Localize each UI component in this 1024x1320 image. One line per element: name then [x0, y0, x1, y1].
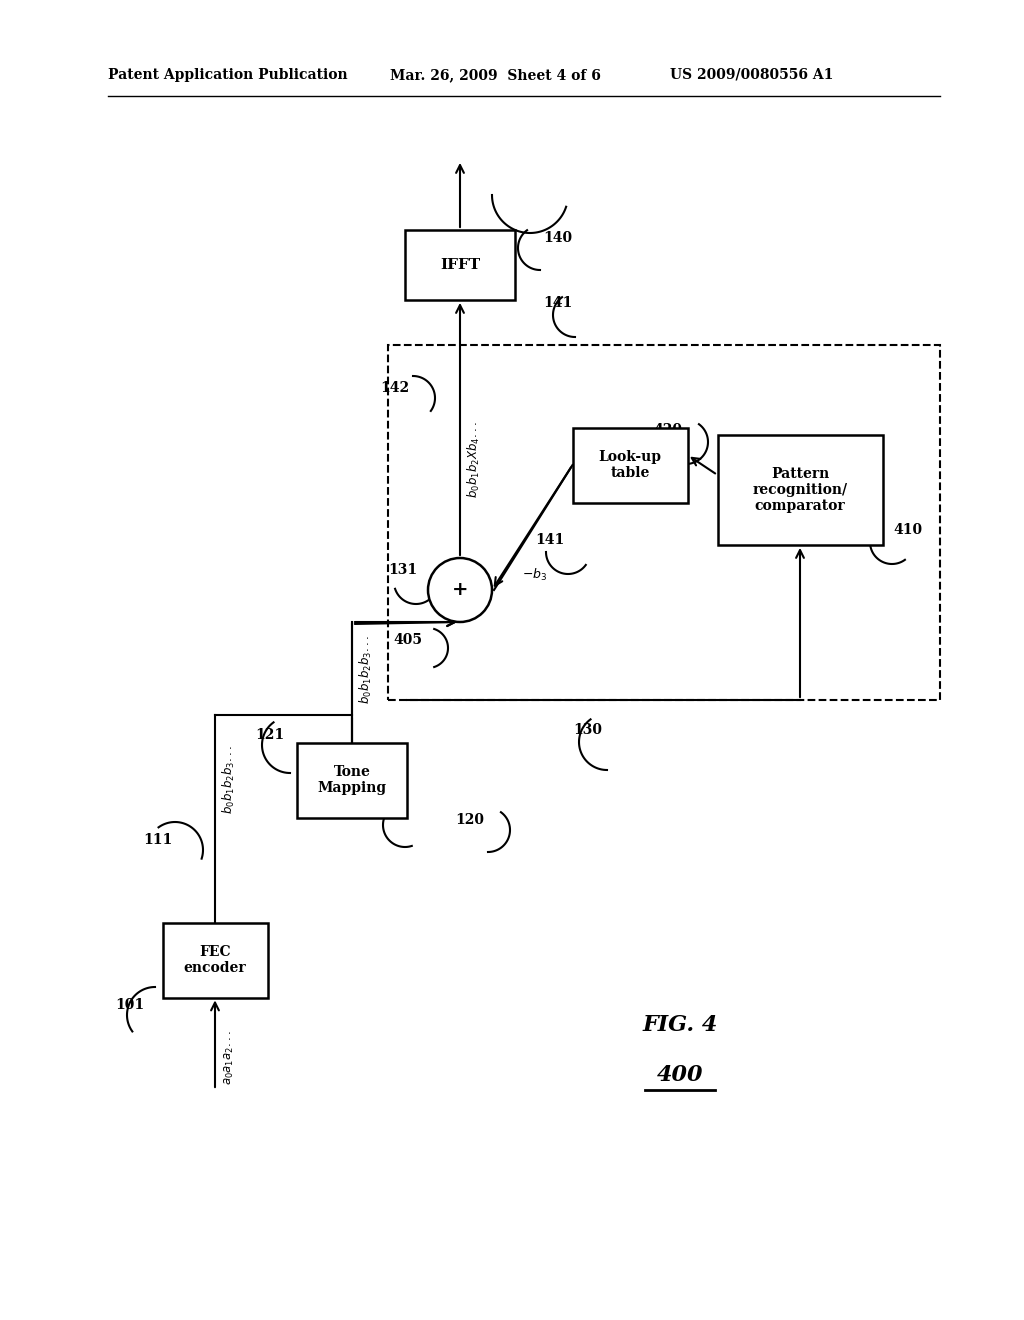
Text: 141: 141: [536, 533, 564, 546]
Text: Patent Application Publication: Patent Application Publication: [108, 69, 347, 82]
Text: Tone
Mapping: Tone Mapping: [317, 764, 387, 795]
Text: FIG. 4: FIG. 4: [642, 1014, 718, 1036]
Text: $b_0b_1b_2b_3...$: $b_0b_1b_2b_3...$: [221, 746, 237, 814]
Text: 420: 420: [653, 422, 683, 437]
Text: 140: 140: [544, 231, 572, 246]
Text: 131: 131: [388, 564, 418, 577]
Bar: [388, 345, 940, 700]
Text: Look-up
table: Look-up table: [598, 450, 662, 480]
Text: 405: 405: [393, 634, 423, 647]
Text: 410: 410: [893, 523, 923, 537]
Text: IFFT: IFFT: [440, 257, 480, 272]
Text: 400: 400: [656, 1064, 703, 1086]
Text: FEC
encoder: FEC encoder: [183, 945, 247, 975]
Text: Pattern
recognition/
comparator: Pattern recognition/ comparator: [753, 467, 848, 513]
Text: $b_0b_1b_2b_3...$: $b_0b_1b_2b_3...$: [358, 636, 374, 705]
Text: 111: 111: [143, 833, 173, 847]
Bar: [163, 923, 267, 998]
Text: 120: 120: [456, 813, 484, 828]
Text: Mar. 26, 2009  Sheet 4 of 6: Mar. 26, 2009 Sheet 4 of 6: [390, 69, 601, 82]
Text: US 2009/0080556 A1: US 2009/0080556 A1: [670, 69, 834, 82]
Text: +: +: [452, 581, 468, 599]
Text: 121: 121: [255, 729, 285, 742]
Text: $a_0a_1a_2...$: $a_0a_1a_2...$: [222, 1031, 236, 1085]
Circle shape: [428, 558, 492, 622]
Text: $b_0b_1b_2Xb_4...$: $b_0b_1b_2Xb_4...$: [466, 421, 482, 499]
Text: $-b_3$: $-b_3$: [522, 568, 548, 583]
Text: 101: 101: [116, 998, 144, 1012]
Bar: [406, 230, 515, 300]
Text: 142: 142: [381, 381, 410, 395]
Text: 110: 110: [376, 808, 404, 822]
Text: 130: 130: [573, 723, 602, 737]
Bar: [297, 742, 407, 817]
Text: 141: 141: [544, 296, 572, 310]
Bar: [718, 436, 883, 545]
Bar: [572, 428, 687, 503]
